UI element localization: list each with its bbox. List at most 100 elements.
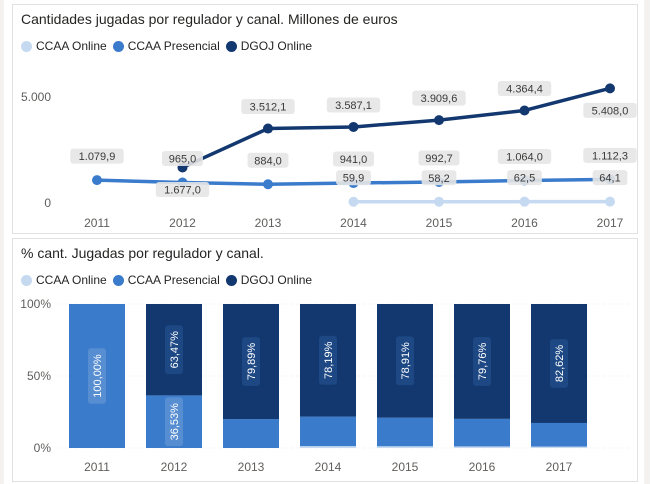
legend-swatch-ccaa-online <box>21 274 32 286</box>
x-tick-label: 2014 <box>340 216 367 230</box>
data-label-ccaa-online: 64,1 <box>599 173 620 185</box>
right-edge-strip <box>644 0 650 484</box>
data-label-ccaa-online-box <box>592 170 628 186</box>
bar-label-group: 63,47% <box>165 325 183 375</box>
data-label-ccaa-presencial: 992,7 <box>425 153 453 165</box>
y-tick-label: 5.000 <box>21 90 51 104</box>
data-label-dgoj-online: 1.677,0 <box>164 184 201 196</box>
legend-label: CCAA Presencial <box>127 39 220 53</box>
data-point-dgoj-online <box>263 123 273 134</box>
bar-label-box <box>165 325 183 375</box>
legend-label: CCAA Online <box>36 273 107 287</box>
data-point-ccaa-online <box>434 196 444 207</box>
legend-label: CCAA Online <box>36 39 107 53</box>
legend-label: DGOJ Online <box>240 39 313 53</box>
legend-swatch-ccaa-presencial <box>112 40 124 52</box>
bar-segment-ccaa-online <box>454 446 510 448</box>
bar-label-box <box>242 337 260 386</box>
bar-label-box <box>88 348 106 404</box>
bar-data-label: 36,53% <box>169 403 181 441</box>
bar-label-group: 36,53% <box>165 397 183 447</box>
bar-label-group: 79,89% <box>242 337 260 386</box>
data-label-ccaa-presencial: 965,0 <box>169 154 197 166</box>
data-label-ccaa-online: 58,2 <box>428 173 449 185</box>
data-label-dgoj-online: 3.587,1 <box>335 100 372 112</box>
bar-data-label: 78,19% <box>323 341 335 379</box>
bar-segment-ccaa-presencial <box>454 418 510 447</box>
legend-label: DGOJ Online <box>240 273 313 287</box>
line-chart-title: Cantidades jugadas por regulador y canal… <box>21 11 398 27</box>
legend-item-ccaa-presencial[interactable]: CCAA Presencial <box>112 273 220 287</box>
bar-data-label: 79,89% <box>246 343 258 381</box>
data-label-ccaa-presencial-box <box>70 148 124 164</box>
legend-swatch-dgoj-online <box>225 40 237 52</box>
legend-swatch-ccaa-online <box>21 40 32 52</box>
bar-chart-panel[interactable]: % cant. Jugadas por regulador y canal. C… <box>12 238 638 482</box>
data-label-ccaa-presencial-box <box>162 151 203 167</box>
data-label-dgoj-online: 4.364,4 <box>506 83 543 95</box>
x-tick-label: 2013 <box>238 460 265 474</box>
x-tick-label: 2011 <box>84 216 110 230</box>
data-label-ccaa-online-box <box>507 170 542 186</box>
legend-swatch-dgoj-online <box>225 274 237 286</box>
legend-item-dgoj-online[interactable]: DGOJ Online <box>225 273 313 287</box>
bar-chart-plot: 0% 50% 100% 2011 2012 2013 2014 2015 2016 2017 100… <box>20 297 631 474</box>
legend-item-dgoj-online[interactable]: DGOJ Online <box>225 39 313 53</box>
data-label-dgoj-online-box <box>241 99 295 115</box>
bar-segment-ccaa-presencial <box>300 416 356 447</box>
bar-data-label: 78,91% <box>400 342 412 380</box>
bar-data-label: 79,76% <box>477 343 489 381</box>
x-tick-label: 2013 <box>255 216 282 230</box>
x-tick-label: 2015 <box>392 460 419 474</box>
data-label-dgoj-online-box <box>326 97 381 113</box>
y-tick-label: 100% <box>20 297 51 311</box>
bar-label-group: 82,62% <box>550 339 568 388</box>
bar-chart-title: % cant. Jugadas por regulador y canal. <box>21 245 264 261</box>
x-tick-label: 2017 <box>597 216 624 230</box>
data-label-ccaa-presencial-box <box>333 151 374 167</box>
bar-segment-ccaa-online <box>377 446 433 448</box>
data-label-dgoj-online-box <box>583 102 637 118</box>
data-label-ccaa-presencial: 1.079,9 <box>79 151 116 163</box>
data-label-ccaa-presencial-box <box>418 150 460 166</box>
data-label-ccaa-presencial: 1.112,3 <box>592 150 628 162</box>
legend-item-ccaa-online[interactable]: CCAA Online <box>21 273 107 287</box>
bar-segment-ccaa-presencial <box>223 419 279 448</box>
legend-label: CCAA Presencial <box>127 273 220 287</box>
bar-label-box <box>319 335 337 385</box>
data-label-dgoj-online: 3.909,6 <box>421 93 458 105</box>
x-tick-label: 2012 <box>161 460 188 474</box>
data-point-ccaa-online <box>348 196 359 207</box>
legend-swatch-ccaa-presencial <box>112 274 124 286</box>
bar-segment-ccaa-online <box>300 446 356 448</box>
legend-item-ccaa-online[interactable]: CCAA Online <box>21 39 107 53</box>
x-tick-label: 2017 <box>546 460 573 474</box>
bar-segment-ccaa-online <box>531 446 587 448</box>
bar-label-group: 78,19% <box>319 335 337 385</box>
data-label-ccaa-presencial: 941,0 <box>340 154 368 166</box>
x-tick-label: 2015 <box>426 216 453 230</box>
bar-data-label: 82,62% <box>554 345 566 383</box>
data-label-ccaa-online-box <box>336 170 371 186</box>
line-chart-panel[interactable]: Cantidades jugadas por regulador y canal… <box>12 4 638 234</box>
data-label-dgoj-online-box <box>155 181 210 197</box>
x-tick-label: 2016 <box>469 460 496 474</box>
data-point-ccaa-presencial <box>92 175 102 186</box>
data-label-dgoj-online: 3.512,1 <box>250 102 287 114</box>
data-point-dgoj-online <box>434 115 444 126</box>
bar-label-box <box>165 397 183 447</box>
data-label-ccaa-presencial-box <box>583 147 637 163</box>
data-label-ccaa-online-box <box>421 170 457 186</box>
data-point-dgoj-online <box>605 83 615 94</box>
legend-item-ccaa-presencial[interactable]: CCAA Presencial <box>112 39 220 53</box>
data-point-ccaa-online <box>605 196 615 207</box>
bar-label-box <box>473 337 491 386</box>
line-chart-plot: 0 5.000 2011 2012 2013 2014 2015 2016 2017 1.079,… <box>21 80 637 230</box>
data-label-ccaa-online: 62,5 <box>514 173 535 185</box>
data-label-ccaa-presencial: 884,0 <box>254 155 282 167</box>
y-tick-label: 0% <box>34 441 52 455</box>
left-edge-strip <box>0 0 4 484</box>
bar-chart-legend: CCAA Online CCAA Presencial DGOJ Online <box>21 273 318 287</box>
data-label-dgoj-online-box <box>497 80 552 96</box>
data-point-ccaa-online <box>519 196 530 207</box>
